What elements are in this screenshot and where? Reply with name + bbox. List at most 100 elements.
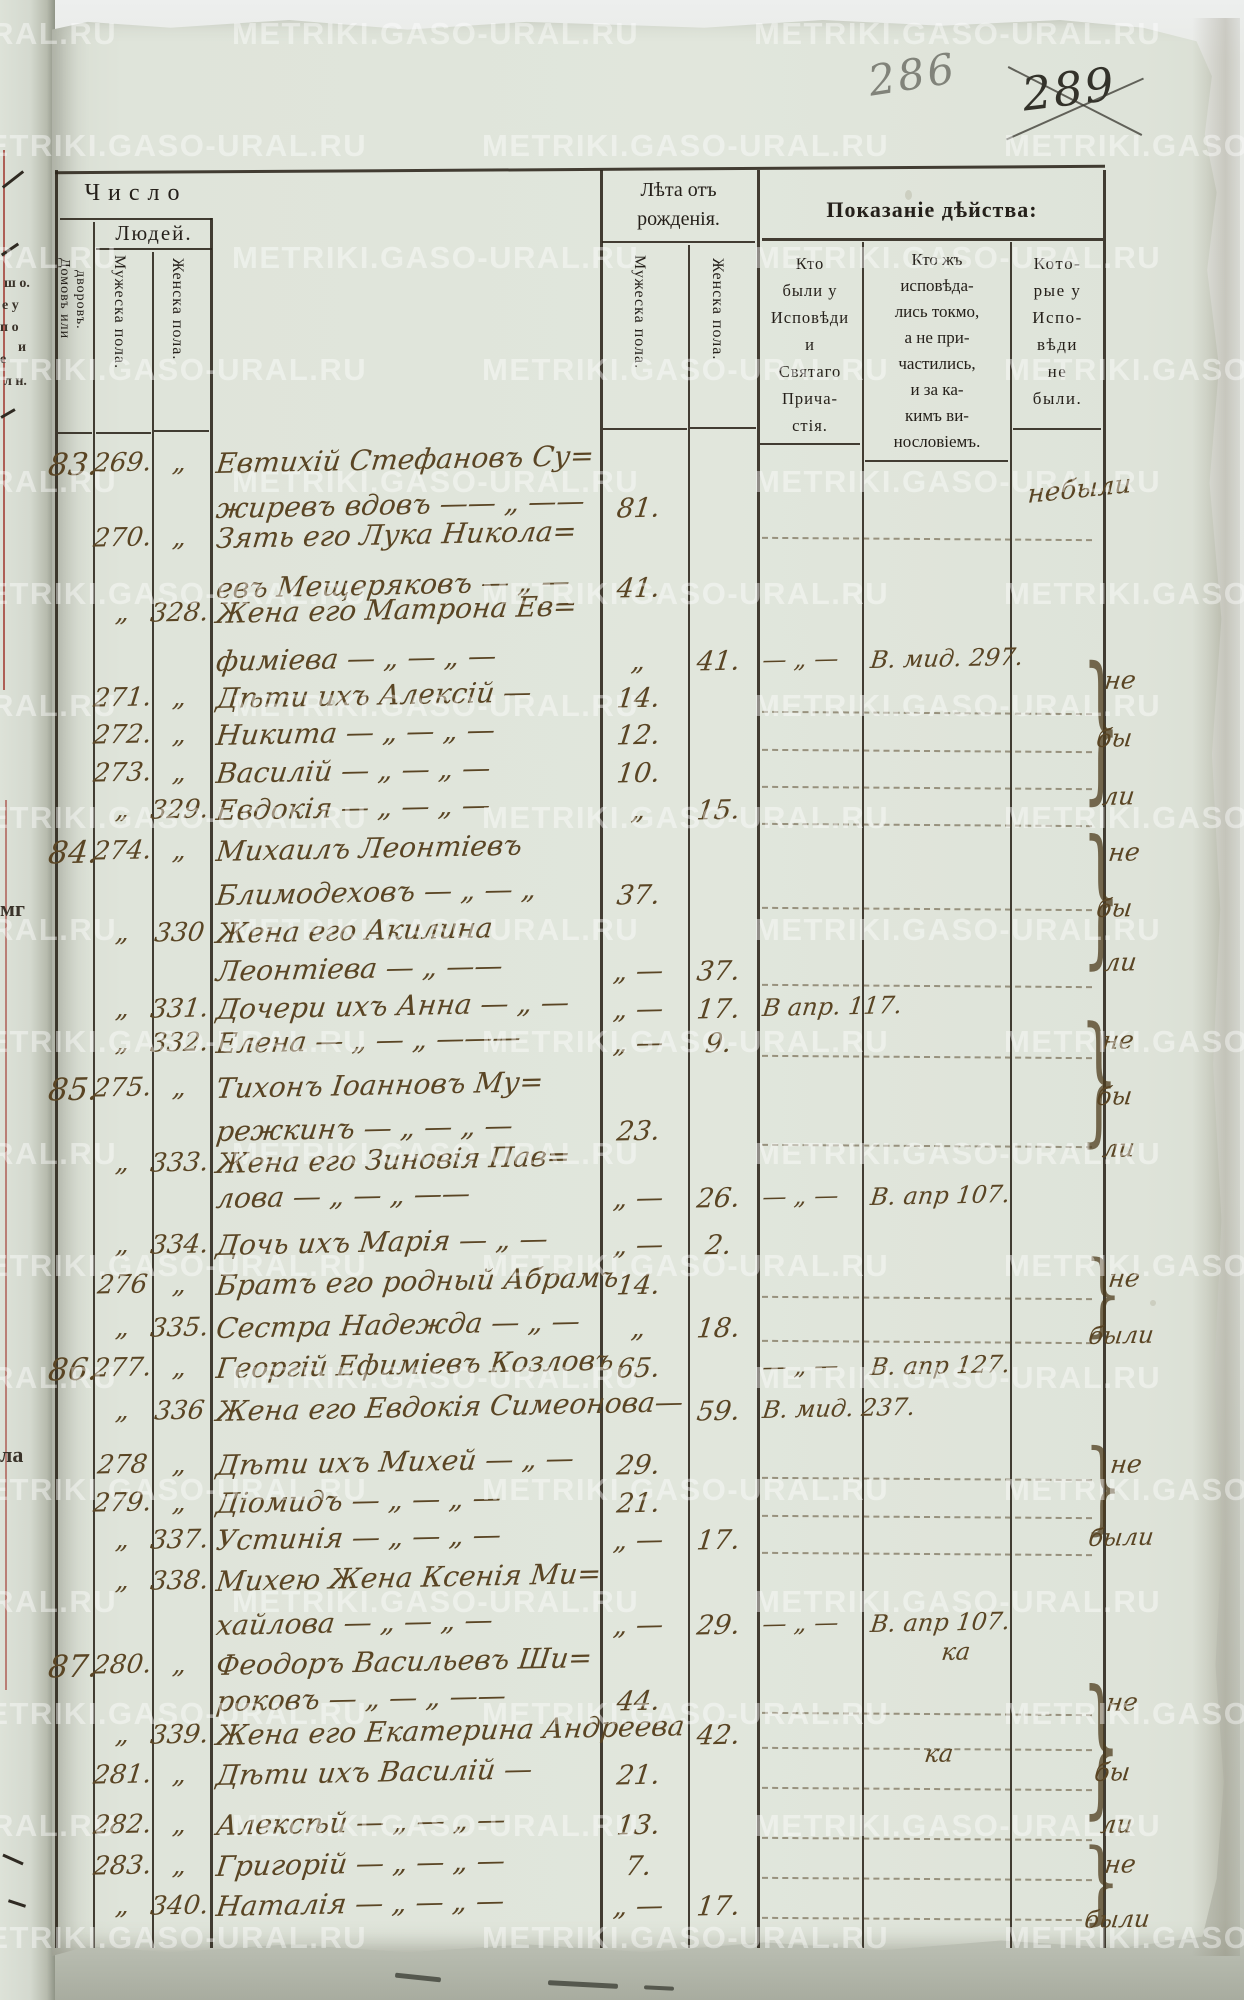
female-age: 15. [694,794,742,827]
margin-note: ли [1100,781,1137,811]
table-rule-horizontal [154,430,209,432]
female-age: 59. [694,1395,742,1428]
male-entry-number: 281. [91,1759,154,1791]
margin-note: не [1104,1687,1140,1717]
entry-text: Елена — „ — „ ——— [214,1020,523,1060]
table-rule-horizontal [690,427,756,429]
paper-speck [330,700,335,705]
male-entry-number: 282. [91,1809,154,1841]
female-age: 29. [694,1609,742,1642]
table-rule-horizontal [96,432,151,434]
male-entry-number: 278 [95,1449,150,1481]
margin-note: ли [1102,947,1139,977]
facing-page-mark [1,170,25,189]
header-pokazanie: Показаніе дѣйства: [826,197,1038,222]
header-line: рожденія. [637,208,720,230]
header-chislo: Число [84,180,188,206]
male-age: 37. [614,879,662,912]
table-rule-horizontal [865,460,1008,462]
facing-page-mark [7,1899,27,1908]
male-age: 10. [614,757,662,790]
table-rule-horizontal [58,432,92,434]
male-age: 23. [614,1115,662,1148]
entry-text: Дѣти ихъ Василій — [214,1752,535,1792]
header-line: частились, [898,354,976,373]
female-age: 37. [694,955,742,988]
header-line: кимъ ви- [905,406,969,425]
facing-page-fragment: и [18,340,27,355]
male-age: 41. [614,572,662,605]
male-age: 12. [614,719,662,752]
grouping-brace: } [1082,809,1121,985]
male-age: 7. [623,1850,654,1883]
note-confessed: В. мид. 237. [760,1392,917,1424]
margin-note: бы [1094,893,1134,923]
margin-rule-red [3,150,5,690]
female-entry-number: 329. [148,794,211,826]
female-age: 26. [694,1182,742,1215]
entry-text: фиміева — „ — „ — [214,639,499,678]
binding-stitch [394,1972,442,1983]
male-age: 81. [614,492,662,525]
male-age: „ — [611,1890,666,1923]
header-line: были у [782,281,838,300]
register-paper [52,19,1224,1956]
note-confessed-only: В. мид. 297. [868,642,1025,674]
facing-page-fragment: е у [2,298,19,313]
facing-page-fragment: л н. [4,374,27,389]
male-age: „ — [611,993,666,1026]
entry-text: Михаилъ Леонтіевъ [214,828,525,868]
header-line: вѣди [1036,335,1078,354]
table-rule-horizontal [760,443,860,445]
table-rule-horizontal [762,238,1103,241]
column-header-households: Домовъ или [57,258,72,340]
entry-text: Дочери ихъ Анна — „ — [214,985,572,1026]
male-age: „ — [611,1524,666,1557]
note-confessed-only: В. апр 127. [868,1350,1012,1381]
note-confessed: В апр. 117. [760,991,904,1022]
table-rule-vertical [1103,170,1106,1948]
male-entry-number: 269. [91,447,154,479]
paper-speck [240,470,246,474]
binding-stitch [547,1980,619,1989]
margin-note: не [1106,837,1142,867]
entry-text: Феодоръ Васильевъ Ши= [214,1641,595,1682]
grouping-brace: } [1082,1659,1121,1835]
note-confessed: — „ — [760,1181,841,1211]
note-confessed: — „ — [760,644,841,674]
header-line: лись токмо, [894,302,980,321]
header-line: Кто [795,254,825,273]
entry-text: Жена его Зиновія Пав= [214,1139,573,1180]
note-confessed-only: В. апр 107. [868,1607,1012,1638]
facing-page-mark [2,1853,24,1866]
column-header-absent: Кото-рые у Испо-вѣди не были. [1012,250,1103,412]
female-entry-number: 333. [148,1147,211,1179]
paper-speck [1150,1300,1156,1306]
male-entry-number: 280. [91,1649,154,1681]
margin-note: не [1102,665,1138,695]
entry-text: Тихонъ Іоанновъ Му= [214,1065,546,1105]
entry-text: хайлова — „ — „ — [214,1603,495,1642]
male-age: „ — [611,1182,666,1215]
header-line: Исповѣди [770,308,850,327]
margin-note: бы [1092,1757,1132,1787]
entry-text: Устинія — „ — „ — [214,1518,504,1557]
paper-speck [905,190,912,200]
margin-note: были [1086,1320,1156,1350]
header-line: Прича- [781,389,839,408]
female-age: 9. [703,1027,734,1060]
entry-text: Евтихій Стефановъ Су= [214,439,596,480]
header-line: и [805,335,815,354]
entry-text: Братъ его родный Абрамъ [214,1260,621,1302]
margin-note: не [1102,1849,1138,1879]
male-age: 14. [614,1269,662,1302]
header-lyudei: Людей. [115,221,193,245]
table-rule-horizontal [60,218,212,220]
margin-note: не [1100,1025,1136,1055]
margin-note: бы [1094,1081,1134,1111]
entry-text: Зять его Лука Никола= [214,514,579,555]
female-entry-number: 336 [152,1395,207,1427]
female-age: 41. [694,645,742,678]
table-rule-vertical [862,242,864,1948]
male-entry-number: 275. [91,1072,154,1104]
